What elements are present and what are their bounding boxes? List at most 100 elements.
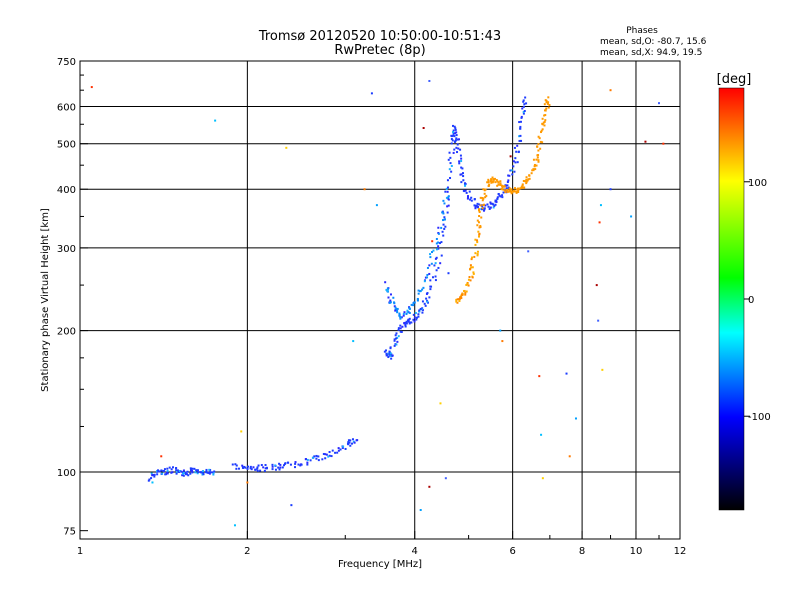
trace-F1o2-point-2-6 bbox=[398, 314, 401, 317]
trace-E-point-5-4 bbox=[300, 463, 303, 466]
trace-Fx-point-20-3 bbox=[547, 101, 550, 104]
trace-F1o-point-19-6 bbox=[476, 205, 479, 208]
trace-Fx-point-6-7 bbox=[482, 204, 485, 207]
trace-F1o-point-26-0 bbox=[520, 139, 523, 142]
trace-F1o-point-5-4 bbox=[412, 318, 415, 321]
trace-Fx-point-6-0 bbox=[480, 216, 483, 219]
trace-Fx-point-2-1 bbox=[467, 284, 470, 287]
trace-Fx-point-14-6 bbox=[521, 183, 524, 186]
trace-E-point-8-5 bbox=[342, 445, 345, 448]
trace-F1o-point-1-8 bbox=[388, 350, 391, 353]
y-tick-label-7: 750 bbox=[57, 57, 76, 68]
trace-F1o-point-3-2 bbox=[395, 332, 398, 335]
trace-lowE-point-5-0 bbox=[184, 473, 187, 476]
trace-E-point-2-2 bbox=[259, 469, 262, 472]
trace-F1o-point-23-2 bbox=[502, 191, 505, 194]
trace-F1o-point-19-3 bbox=[478, 203, 481, 206]
trace-E-point-6-2 bbox=[313, 455, 316, 458]
trace-F1o-point-18-7 bbox=[473, 204, 476, 207]
trace-E-point-3-9 bbox=[279, 463, 282, 466]
trace-F1o-point-27-0 bbox=[522, 112, 525, 115]
trace-E-point-1-7 bbox=[256, 466, 259, 469]
trace-F1o-point-18-0 bbox=[466, 197, 469, 200]
trace-F1o2-point-3-2 bbox=[402, 312, 405, 315]
trace-Fx-point-18-4 bbox=[538, 137, 541, 140]
trace-E-point-2-1 bbox=[256, 469, 259, 472]
noise-point-14 bbox=[509, 155, 512, 158]
trace-Fx-point-14-1 bbox=[519, 187, 522, 190]
trace-F1o-point-15-0 bbox=[453, 140, 456, 143]
y-axis-ticks: 75 100 200 300 400 500 600 750 bbox=[57, 57, 88, 538]
trace-Fx-point-5-5 bbox=[479, 224, 482, 227]
y-tick-label-0: 75 bbox=[63, 527, 76, 538]
noise-point-3 bbox=[370, 92, 373, 95]
trace-F1o-point-26-1 bbox=[518, 135, 521, 138]
trace-F1o-point-27-8 bbox=[522, 99, 525, 102]
trace-F1o-point-24-2 bbox=[507, 179, 510, 182]
trace-F1o-point-6-9 bbox=[421, 311, 424, 314]
trace-E-point-2-0 bbox=[257, 464, 260, 467]
trace-E-point-0-9 bbox=[246, 467, 249, 470]
trace-F1o2-point-5-4 bbox=[418, 290, 421, 293]
trace-F1o-point-8-8 bbox=[434, 279, 437, 282]
trace-Fx-point-16-8 bbox=[535, 164, 538, 167]
trace-F1o-point-10-2 bbox=[438, 242, 441, 245]
trace-E-point-8-8 bbox=[347, 441, 350, 444]
trace-F1o-point-27-6 bbox=[522, 100, 525, 103]
trace-F1o-point-7-4 bbox=[423, 302, 426, 305]
trace-lowE-point-3-7 bbox=[175, 472, 178, 475]
trace-F1o2-point-3-9 bbox=[408, 311, 411, 314]
trace-F1o-point-15-5 bbox=[456, 151, 459, 154]
noise-point-24 bbox=[598, 221, 601, 224]
trace-lowE-point-5-3 bbox=[187, 474, 190, 477]
trace-F1o2-point-2-1 bbox=[394, 309, 397, 312]
trace-Fx-point-17-9 bbox=[536, 145, 539, 148]
trace-F1o2-point-4-4 bbox=[410, 303, 413, 306]
noise-point-28 bbox=[609, 89, 612, 92]
noise-point-16 bbox=[538, 375, 541, 378]
trace-E-point-5-2 bbox=[299, 464, 302, 467]
trace-F1o2-point-0-7 bbox=[386, 290, 389, 293]
trace-Fx-point-0-1 bbox=[456, 301, 459, 304]
trace-lowE-point-2-1 bbox=[163, 470, 166, 473]
x-tick-label-3: 6 bbox=[509, 546, 515, 557]
trace-Fx-point-4-4 bbox=[476, 250, 479, 253]
trace-F1o-point-25-7 bbox=[513, 146, 516, 149]
trace-F1o-point-20-7 bbox=[484, 204, 487, 207]
trace-F1o-point-14-1 bbox=[452, 131, 455, 134]
trace-Fx-point-18-6 bbox=[541, 128, 544, 131]
trace-Fx-point-20-5 bbox=[546, 102, 549, 105]
trace-E-point-9-1 bbox=[347, 439, 350, 442]
trace-lowE-point-8-9 bbox=[210, 471, 213, 474]
trace-F1o-point-14-2 bbox=[454, 127, 457, 130]
y-tick-label-5: 500 bbox=[57, 140, 76, 151]
trace-Fx-point-15-7 bbox=[525, 178, 528, 181]
noise-point-37 bbox=[419, 508, 422, 511]
trace-Fx-point-5-9 bbox=[478, 215, 481, 218]
trace-F1o-point-12-6 bbox=[452, 151, 455, 154]
trace-Fx-point-5-0 bbox=[477, 235, 480, 238]
noise-point-2 bbox=[285, 146, 288, 149]
noise-point-32 bbox=[662, 142, 665, 145]
x-tick-label-2: 4 bbox=[412, 546, 418, 557]
trace-E-point-5-1 bbox=[297, 463, 300, 466]
trace-F1o2-point-1-7 bbox=[393, 302, 396, 305]
trace-F1o-point-10-1 bbox=[440, 241, 443, 244]
trace-F1o-point-18-1 bbox=[470, 196, 473, 199]
trace-Fx-point-2-5 bbox=[469, 279, 472, 282]
trace-E-point-7-1 bbox=[324, 457, 327, 460]
trace-lowE-point-0-5 bbox=[150, 472, 153, 475]
trace-E-point-3-8 bbox=[277, 466, 280, 469]
trace-Fx-point-14-4 bbox=[521, 186, 524, 189]
y-tick-label-1: 100 bbox=[57, 468, 76, 479]
trace-E-point-3-6 bbox=[278, 462, 281, 465]
trace-F1o-point-21-4 bbox=[493, 204, 496, 207]
trace-F1o-point-10-4 bbox=[441, 230, 444, 233]
trace-F1o-point-10-3 bbox=[442, 234, 445, 237]
trace-F1o-point-5-3 bbox=[407, 319, 410, 322]
trace-F1o-point-5-1 bbox=[408, 322, 411, 325]
trace-F1o-point-2-5 bbox=[396, 340, 399, 343]
trace-F1o-point-9-5 bbox=[439, 262, 442, 265]
trace-E-point-2-7 bbox=[264, 467, 267, 470]
trace-F1o-point-3-0 bbox=[397, 335, 400, 338]
